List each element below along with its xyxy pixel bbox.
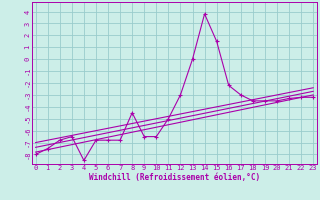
X-axis label: Windchill (Refroidissement éolien,°C): Windchill (Refroidissement éolien,°C) [89,173,260,182]
